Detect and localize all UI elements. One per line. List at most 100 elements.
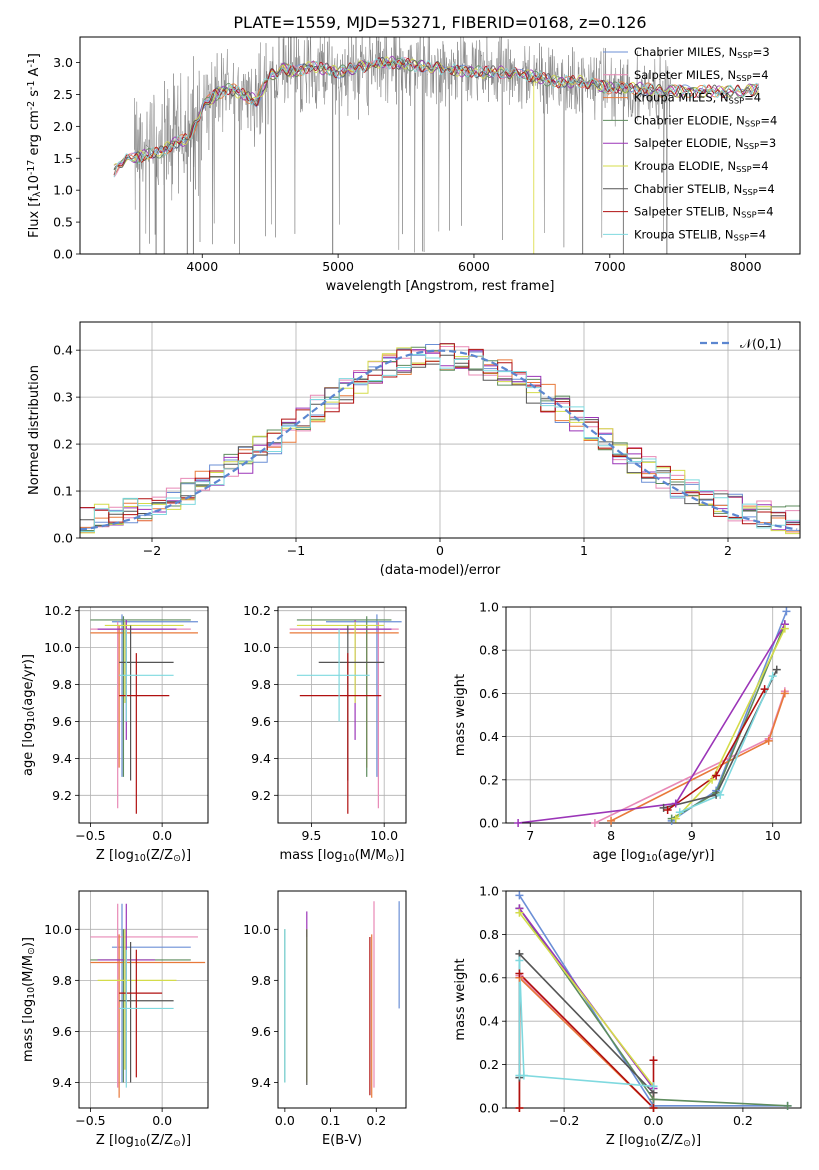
mass-weight-marker bbox=[515, 891, 524, 900]
axes-frame bbox=[78, 606, 209, 824]
mass-weight-marker bbox=[590, 819, 599, 827]
y-tick-label: 0.8 bbox=[479, 927, 499, 942]
y-tick-label: 0.4 bbox=[53, 343, 73, 358]
mass-weight-marker bbox=[515, 969, 524, 978]
mass-weight-line bbox=[518, 971, 655, 1108]
legend-label: Salpeter MILES, NSSP=4 bbox=[634, 68, 769, 83]
y-tick-label: 0.4 bbox=[479, 729, 499, 744]
mass-weight-marker bbox=[515, 956, 524, 965]
x-tick-label: 0.0 bbox=[152, 1113, 172, 1128]
histogram-step bbox=[80, 343, 800, 526]
plot-area-age-vs-Z bbox=[90, 614, 198, 814]
x-tick-label: 8 bbox=[607, 828, 615, 843]
y-tick-label: 10.0 bbox=[243, 922, 271, 937]
x-tick-label: 0 bbox=[436, 543, 444, 558]
x-tick-label: 4000 bbox=[186, 259, 218, 274]
y-tick-label: 0.8 bbox=[479, 643, 499, 658]
mass-weight-line bbox=[518, 912, 655, 1108]
panel-mass-vs-EBV: 0.0 0.1 0.2 9.4 9.6 9.8 10.0 E(B-V) bbox=[243, 890, 407, 1148]
mass-weight-marker bbox=[659, 803, 668, 812]
x-tick-label: 0.0 bbox=[152, 828, 172, 843]
x-axis-label: age [log10(age/yr)] bbox=[592, 848, 714, 864]
y-tick-label: 0.6 bbox=[479, 686, 499, 701]
mass-weight-marker bbox=[663, 806, 672, 815]
spectrum-data bbox=[134, 37, 671, 254]
y-tick-label: 0.5 bbox=[53, 215, 73, 230]
mass-weight-marker bbox=[760, 685, 769, 694]
legend-label: Chabrier MILES, NSSP=3 bbox=[634, 45, 770, 60]
mass-weight-marker bbox=[780, 624, 789, 633]
mass-weight-line bbox=[518, 951, 655, 1094]
x-tick-label: −0.5 bbox=[75, 828, 105, 843]
legend-label: Salpeter STELIB, NSSP=4 bbox=[634, 205, 774, 220]
panel-mass-weight-vs-age: 7 8 9 10 0.0 0.2 0.4 0.6 0.8 1.0 age [log10(age/yr… bbox=[453, 600, 802, 864]
x-tick-label: −1 bbox=[287, 543, 305, 558]
plot-area-spectrum bbox=[113, 37, 760, 254]
y-tick-label: 9.8 bbox=[52, 973, 72, 988]
y-tick-label: 0.2 bbox=[479, 1057, 499, 1072]
x-tick-label: 0.2 bbox=[366, 1113, 386, 1128]
y-tick-label: 0.0 bbox=[53, 247, 73, 262]
legend-label: Salpeter ELODIE, NSSP=3 bbox=[634, 136, 776, 151]
mass-weight-marker bbox=[712, 771, 721, 780]
spectrum-model-line bbox=[113, 55, 759, 166]
y-tick-label: 10.0 bbox=[44, 922, 72, 937]
y-tick-label: 9.4 bbox=[52, 1075, 72, 1090]
y-tick-label: 10.0 bbox=[243, 640, 271, 655]
y-tick-label: 9.4 bbox=[52, 751, 72, 766]
x-axis-label: E(B-V) bbox=[322, 1133, 362, 1148]
mass-weight-line bbox=[663, 669, 778, 809]
mass-weight-marker bbox=[649, 1104, 658, 1112]
x-tick-label: 9 bbox=[688, 828, 696, 843]
normal-legend-label: 𝒩(0,1) bbox=[740, 336, 782, 351]
mass-weight-marker bbox=[716, 790, 725, 799]
y-tick-label: 1.0 bbox=[53, 183, 73, 198]
plot-area-mass-vs-EBV bbox=[284, 901, 400, 1098]
y-tick-label: 0.2 bbox=[53, 437, 73, 452]
mass-weight-marker bbox=[514, 819, 523, 827]
y-tick-label: 0.3 bbox=[53, 390, 73, 405]
y-axis-label: Normed distribution bbox=[27, 365, 42, 495]
axes-frame bbox=[505, 606, 802, 824]
y-tick-label: 9.6 bbox=[52, 1024, 72, 1039]
x-tick-label: 0.2 bbox=[733, 1113, 753, 1128]
y-tick-label: 9.2 bbox=[52, 788, 72, 803]
legend-label: Chabrier STELIB, NSSP=4 bbox=[634, 182, 775, 197]
panel-age-vs-Z: −0.5 0.0 9.2 9.4 9.6 9.8 10.0 10.2 Z [log10(Z/Z⊙… bbox=[21, 603, 209, 864]
y-axis-label: mass weight bbox=[453, 674, 468, 756]
y-tick-label: 2.5 bbox=[53, 87, 73, 102]
mass-weight-marker bbox=[607, 816, 616, 825]
panel-residuals: −2 −1 0 1 2 0.0 0.1 0.2 0.3 0.4 (data-model)/error… bbox=[27, 321, 801, 578]
y-axis-label: age [log10(age/yr)] bbox=[21, 654, 37, 776]
axes-frame bbox=[277, 890, 407, 1109]
x-axis-label: Z [log10(Z/Z⊙)] bbox=[96, 1133, 191, 1149]
legend-label: Kroupa MILES, NSSP=4 bbox=[634, 91, 761, 106]
y-tick-label: 10.0 bbox=[44, 640, 72, 655]
mass-weight-marker bbox=[515, 908, 524, 917]
x-tick-label: 7000 bbox=[594, 259, 626, 274]
mass-weight-marker bbox=[783, 1101, 792, 1110]
figure-title: PLATE=1559, MJD=53271, FIBERID=0168, z=0… bbox=[233, 13, 646, 32]
mass-weight-marker bbox=[782, 607, 791, 616]
y-tick-label: 1.0 bbox=[479, 600, 499, 615]
mass-weight-marker bbox=[649, 1082, 658, 1091]
y-tick-label: 9.6 bbox=[251, 714, 271, 729]
plot-area-mass-vs-Z bbox=[90, 903, 206, 1098]
y-tick-label: 0.0 bbox=[479, 816, 499, 831]
y-tick-label: 1.5 bbox=[53, 151, 73, 166]
axes-frame bbox=[79, 36, 801, 255]
y-tick-label: 0.0 bbox=[53, 531, 73, 546]
x-axis-label: (data-model)/error bbox=[380, 563, 501, 578]
normal-curve bbox=[80, 349, 798, 531]
mass-weight-marker bbox=[675, 808, 684, 817]
x-tick-label: 6000 bbox=[458, 259, 490, 274]
x-tick-label: −0.5 bbox=[75, 1113, 105, 1128]
histogram-step bbox=[80, 354, 800, 532]
mass-weight-marker bbox=[780, 689, 789, 698]
mass-weight-marker bbox=[671, 799, 680, 808]
y-tick-label: 9.2 bbox=[251, 788, 271, 803]
x-tick-label: 10 bbox=[765, 828, 781, 843]
y-tick-label: 9.8 bbox=[251, 973, 271, 988]
plot-area-residuals bbox=[80, 343, 800, 535]
